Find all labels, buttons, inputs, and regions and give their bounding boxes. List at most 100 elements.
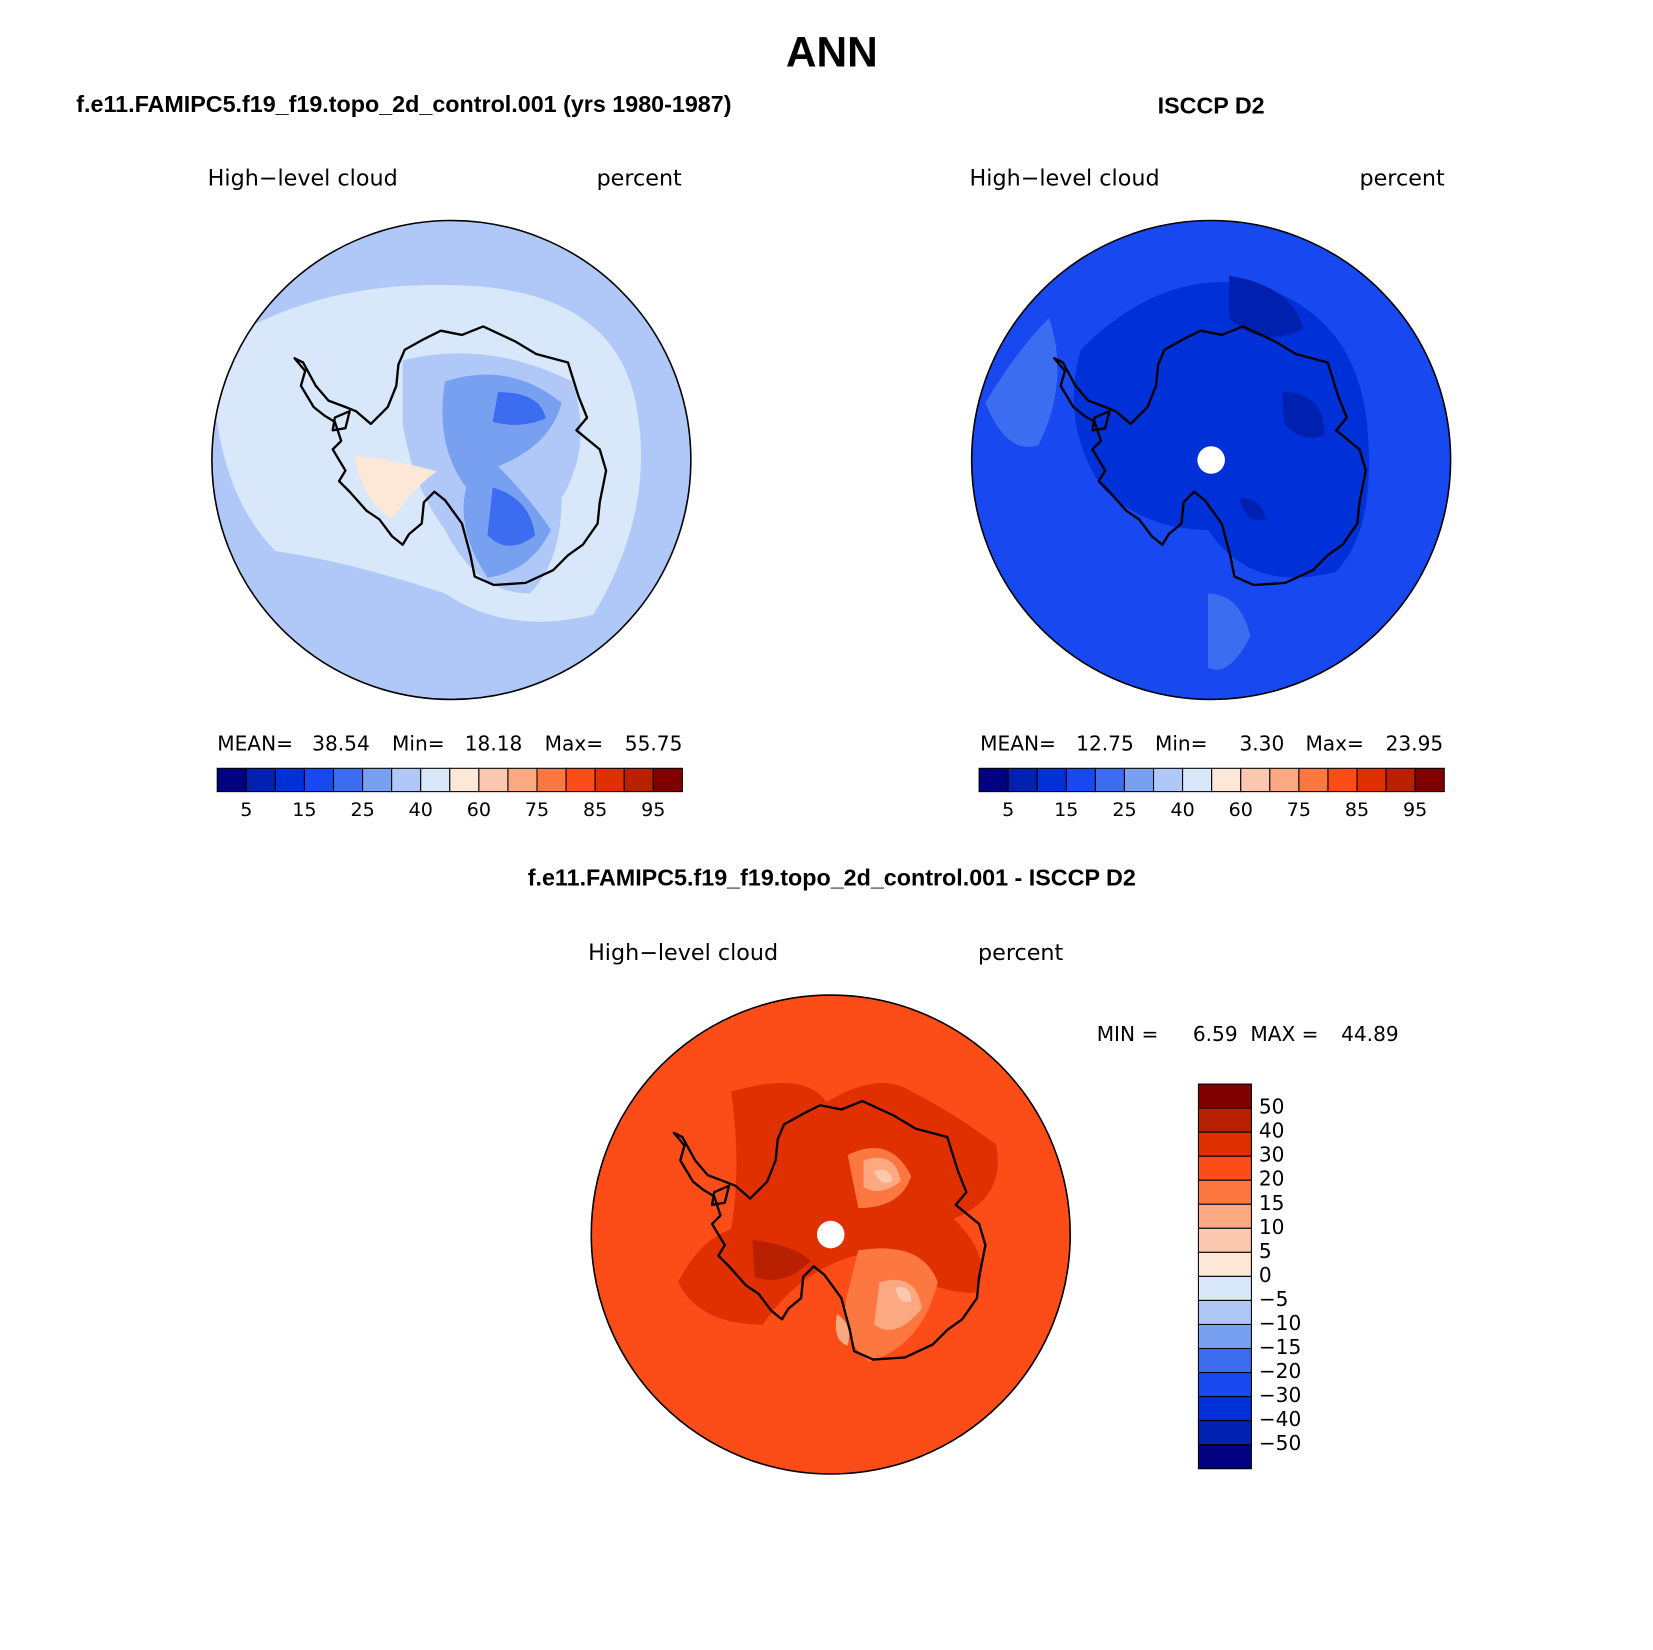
colorbar-label: 20 — [1259, 1167, 1285, 1191]
colorbar-box — [1197, 1131, 1252, 1157]
colorbar-box — [1152, 767, 1184, 793]
variable-label: High−level cloud — [970, 166, 1160, 192]
colorbar-box — [1182, 767, 1213, 793]
colorbar-label: 60 — [1229, 799, 1253, 821]
colorbar-box — [1197, 1299, 1252, 1326]
colorbar-box — [332, 767, 364, 793]
colorbar-box — [1007, 767, 1038, 793]
colorbar-label: 40 — [1259, 1119, 1285, 1143]
colorbar-box — [216, 767, 247, 793]
units-label: percent — [978, 940, 1063, 966]
colorbar-box — [1385, 767, 1416, 793]
units-label: percent — [1359, 166, 1444, 192]
stat-value: 44.89 — [1341, 1022, 1399, 1046]
stat-value: 18.18 — [465, 731, 523, 755]
stat-value: 12.75 — [1076, 731, 1134, 755]
colorbar-label: 95 — [641, 799, 665, 821]
colorbar-box — [1197, 1275, 1252, 1301]
colorbar-box — [1327, 767, 1358, 793]
colorbar-label: 60 — [467, 799, 491, 821]
colorbar-label: 75 — [1287, 799, 1311, 821]
colorbar-label: 75 — [525, 799, 549, 821]
colorbar-box — [303, 767, 335, 793]
colorbar-label: 5 — [1002, 799, 1014, 821]
stat-label: Max= — [545, 731, 603, 755]
stat-label: MAX = — [1250, 1022, 1318, 1046]
colorbar-label: 50 — [1259, 1095, 1285, 1119]
colorbar-label: 40 — [1170, 799, 1194, 821]
colorbar-box — [1197, 1203, 1252, 1229]
colorbar-box — [1036, 767, 1067, 793]
colorbar-label: 30 — [1259, 1143, 1285, 1167]
colorbar-label: −40 — [1259, 1407, 1301, 1431]
colorbar-label: 0 — [1259, 1263, 1272, 1287]
stat-label: Min= — [392, 731, 445, 755]
colorbar-box — [1211, 767, 1242, 793]
colorbar-box — [1197, 1155, 1252, 1181]
colorbar-label: 5 — [1259, 1239, 1272, 1263]
colorbar-box — [1197, 1179, 1252, 1205]
colorbar-box — [362, 767, 393, 793]
colorbar-label: −50 — [1259, 1431, 1301, 1455]
colorbar-label: 5 — [240, 799, 252, 821]
stat-label: MEAN= — [217, 731, 293, 755]
colorbar-box — [391, 767, 422, 793]
colorbar-box — [1197, 1444, 1252, 1470]
panel-title: f.e11.FAMIPC5.f19_f19.topo_2d_control.00… — [528, 865, 1136, 891]
colorbar-label: −15 — [1259, 1335, 1301, 1359]
colorbar-label: 85 — [1345, 799, 1369, 821]
variable-label: High−level cloud — [588, 940, 778, 966]
stat-label: Max= — [1305, 731, 1363, 755]
colorbar-box — [623, 767, 654, 793]
colorbar-label: 40 — [409, 799, 433, 821]
map-border — [970, 219, 1452, 701]
colorbar-box — [420, 767, 451, 793]
colorbar-label: 95 — [1403, 799, 1427, 821]
colorbar-box — [1197, 1396, 1252, 1422]
stat-value: 3.30 — [1239, 731, 1284, 755]
colorbar-box — [594, 767, 625, 793]
units-label: percent — [597, 166, 682, 192]
colorbar-label: −5 — [1259, 1287, 1289, 1311]
map — [211, 220, 691, 700]
colorbar-box — [1197, 1347, 1252, 1374]
variable-label: High−level cloud — [208, 166, 398, 192]
panel-title: f.e11.FAMIPC5.f19_f19.topo_2d_control.00… — [76, 91, 731, 117]
colorbar-label: 25 — [1112, 799, 1136, 821]
map-border — [211, 219, 692, 701]
colorbar-box — [449, 767, 480, 793]
colorbar-box — [478, 767, 509, 793]
colorbar-label: −10 — [1259, 1311, 1301, 1335]
stat-value: 38.54 — [312, 731, 370, 755]
colorbar-box — [274, 767, 305, 793]
stat-label: MIN = — [1097, 1022, 1159, 1046]
colorbar-box — [1197, 1323, 1252, 1350]
colorbar-box — [1197, 1420, 1252, 1446]
colorbar-box — [652, 767, 683, 793]
colorbar-label: −30 — [1259, 1383, 1301, 1407]
colorbar-label: −20 — [1259, 1359, 1301, 1383]
colorbar-box — [507, 767, 538, 793]
colorbar-box — [1065, 767, 1096, 793]
colorbar-box — [1123, 767, 1155, 793]
colorbar-box — [1298, 767, 1329, 793]
colorbar-label: 25 — [350, 799, 374, 821]
colorbar-box — [1197, 1227, 1252, 1253]
colorbar-box — [978, 767, 1009, 793]
stat-label: Min= — [1155, 731, 1208, 755]
map — [971, 220, 1451, 700]
colorbar-box — [1240, 767, 1271, 793]
stat-label: MEAN= — [980, 731, 1056, 755]
stat-value: 55.75 — [625, 731, 683, 755]
colorbar-box — [1269, 767, 1300, 793]
colorbar-box — [1356, 767, 1387, 793]
colorbar-box — [1197, 1251, 1252, 1277]
colorbar-label: 15 — [1259, 1191, 1285, 1215]
colorbar-box — [536, 767, 567, 793]
colorbar-box — [565, 767, 596, 793]
colorbar-box — [1094, 767, 1125, 793]
panel-title: ISCCP D2 — [1158, 92, 1265, 118]
map-border — [590, 994, 1072, 1475]
